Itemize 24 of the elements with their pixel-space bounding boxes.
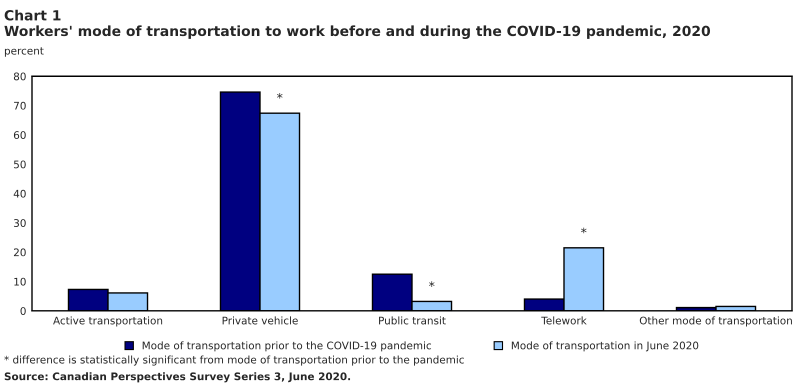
chart-subtitle: Workers' mode of transportation to work before and during the COVID-19 pandemic, 2020 <box>4 25 710 39</box>
y-tick-label: 40 <box>14 190 26 198</box>
annotation: * <box>277 92 283 99</box>
legend-label: Mode of transportation in June 2020 <box>512 341 698 352</box>
legend-label: Mode of transportation prior to the COVID-19 pandemic <box>142 341 432 352</box>
annotation: * <box>581 228 587 234</box>
y-tick-label: 50 <box>14 160 26 168</box>
y-tick-label: 20 <box>14 248 26 256</box>
y-tick-label: 10 <box>14 278 26 286</box>
source-note: Source: Canadian Perspectives Survey Series 3, June 2020. <box>4 372 350 382</box>
x-tick-label: Public transit <box>379 316 446 324</box>
y-tick-label: 80 <box>14 72 26 80</box>
text: * difference is statistically significant from mode of transportation prior to the pandemic <box>4 356 464 366</box>
y-tick-label: 0 <box>20 307 26 315</box>
x-tick-label: Private vehicle <box>222 316 298 324</box>
y-tick-label: 70 <box>14 102 26 110</box>
x-tick-label: Active transportation <box>53 316 162 326</box>
y-tick-label: 60 <box>14 131 26 139</box>
y-tick-label: 30 <box>14 219 26 227</box>
chart-title: Chart 1 <box>4 10 60 21</box>
annotation: * <box>429 281 435 287</box>
x-tick-label: Telework <box>541 316 587 324</box>
x-tick-label: Other mode of transportation <box>640 316 792 326</box>
y-axis-title: percent <box>4 47 44 57</box>
